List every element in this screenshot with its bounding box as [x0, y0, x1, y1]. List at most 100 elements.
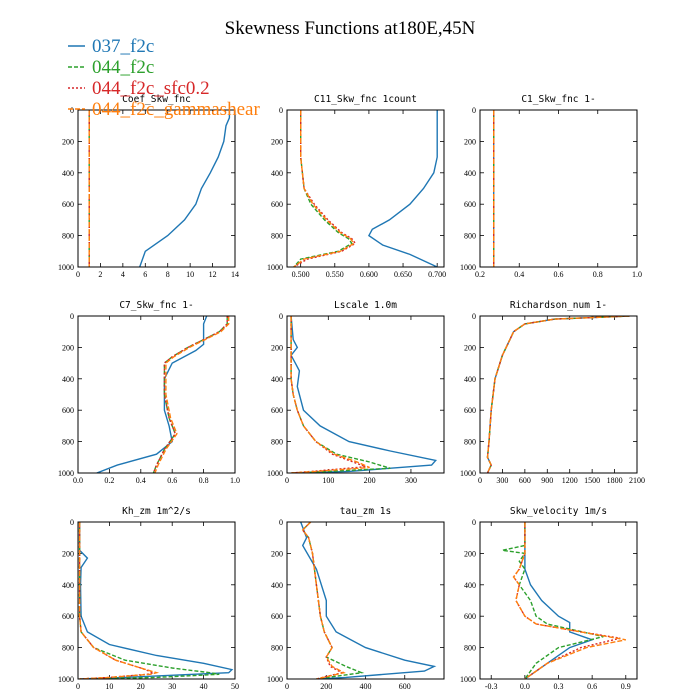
x-tick-label: 1.0 — [632, 270, 642, 279]
series-line-4 — [486, 316, 630, 473]
subplot-5: Lscale 1.0m 0 100 200 300 0 200 400 600 800 1000 — [267, 300, 445, 485]
plot-frame — [479, 521, 638, 680]
x-tick-label: 0.6 — [587, 682, 597, 691]
series-line-4 — [154, 316, 230, 473]
x-tick-label: 1800 — [607, 476, 623, 485]
y-tick-label: 0 — [279, 312, 283, 321]
y-tick-label: 200 — [62, 137, 74, 146]
x-tick-label: 0.2 — [475, 270, 485, 279]
plot-frame — [77, 315, 236, 474]
x-tick-label: 30 — [168, 682, 176, 691]
series-line-4 — [290, 316, 370, 473]
x-tick-label: 0 — [76, 270, 80, 279]
y-tick-label: 600 — [464, 612, 476, 621]
x-tick-label: 2100 — [629, 476, 645, 485]
x-tick-label: 0 — [478, 476, 482, 485]
x-tick-label: 1.0 — [230, 476, 240, 485]
y-tick-label: 200 — [464, 137, 476, 146]
x-tick-label: 0.6 — [554, 270, 564, 279]
y-tick-label: 200 — [271, 343, 283, 352]
subplot-title: Coef_Skw_fnc — [122, 94, 191, 105]
x-tick-label: 600 — [519, 476, 531, 485]
y-tick-label: 400 — [62, 581, 74, 590]
x-tick-label: 0.4 — [136, 476, 146, 485]
y-tick-label: 1000 — [58, 675, 74, 684]
series-line-1 — [367, 110, 438, 267]
y-tick-label: 400 — [62, 169, 74, 178]
x-tick-label: 12 — [209, 270, 217, 279]
subplot-title: tau_zm 1s — [340, 506, 391, 517]
series-line-2 — [502, 522, 604, 679]
y-tick-label: 1000 — [58, 469, 74, 478]
x-tick-label: 0.500 — [292, 270, 310, 279]
x-tick-label: 400 — [360, 682, 372, 691]
series-line-2 — [301, 522, 365, 679]
y-tick-label: 0 — [70, 518, 74, 527]
y-tick-label: 200 — [271, 137, 283, 146]
x-tick-label: 900 — [541, 476, 553, 485]
x-tick-label: 200 — [320, 682, 332, 691]
x-tick-label: 200 — [364, 476, 376, 485]
y-tick-label: 400 — [62, 375, 74, 384]
y-tick-label: 0 — [472, 106, 476, 115]
y-tick-label: 800 — [271, 438, 283, 447]
y-tick-label: 200 — [62, 549, 74, 558]
x-tick-label: 10 — [105, 682, 113, 691]
subplot-title: Richardson_num 1- — [510, 300, 607, 311]
x-tick-label: 1500 — [584, 476, 600, 485]
y-tick-label: 0 — [70, 106, 74, 115]
subplot-8: tau_zm 1s 0 200 400 600 0 200 400 600 800 1000 — [267, 506, 445, 691]
x-tick-label: 20 — [137, 682, 145, 691]
series-line-2 — [293, 110, 353, 267]
y-tick-label: 800 — [62, 438, 74, 447]
y-tick-label: 800 — [464, 438, 476, 447]
plot-frame — [77, 109, 236, 268]
legend-label: 044_f2c_gammashear — [92, 99, 260, 120]
plot-frame — [286, 521, 445, 680]
y-tick-label: 200 — [464, 343, 476, 352]
series-line-3 — [78, 522, 156, 679]
series-line-2 — [486, 316, 630, 473]
x-tick-label: 0 — [285, 682, 289, 691]
x-tick-label: 0.4 — [514, 270, 524, 279]
plot-frame — [286, 315, 445, 474]
y-tick-label: 200 — [464, 549, 476, 558]
x-tick-label: 300 — [405, 476, 417, 485]
series-line-4 — [78, 522, 160, 679]
y-tick-label: 600 — [271, 200, 283, 209]
y-tick-label: 600 — [62, 200, 74, 209]
series-line-1 — [524, 522, 595, 679]
y-tick-label: 0 — [70, 312, 74, 321]
subplot-title: Kh_zm 1m^2/s — [122, 506, 191, 517]
y-tick-label: 0 — [279, 106, 283, 115]
x-tick-label: 8 — [166, 270, 170, 279]
x-tick-label: 0.9 — [621, 682, 631, 691]
x-tick-label: 300 — [496, 476, 508, 485]
series-line-1 — [96, 316, 208, 473]
y-tick-label: 1000 — [267, 675, 283, 684]
x-tick-label: 2 — [98, 270, 102, 279]
series-line-3 — [293, 110, 357, 267]
x-tick-label: 40 — [200, 682, 208, 691]
x-tick-label: 0.700 — [428, 270, 446, 279]
x-tick-label: 0.550 — [326, 270, 344, 279]
y-tick-label: 800 — [464, 232, 476, 241]
series-line-3 — [301, 522, 344, 679]
y-tick-label: 400 — [464, 169, 476, 178]
y-tick-label: 800 — [271, 644, 283, 653]
legend: 037_f2c044_f2c044_f2c_sfc0.2044_f2c_gamm… — [68, 36, 260, 120]
x-tick-label: 0.3 — [554, 682, 564, 691]
y-tick-label: 400 — [271, 375, 283, 384]
x-tick-label: 10 — [186, 270, 194, 279]
subplot-title: Lscale 1.0m — [334, 300, 397, 311]
x-tick-label: 600 — [399, 682, 411, 691]
subplot-4: C7_Skw_fnc 1- 0.0 0.2 0.4 0.6 0.8 1.0 0 200 400 60… — [58, 300, 240, 485]
figure-title: Skewness Functions at180E,45N — [225, 18, 476, 39]
x-tick-label: 0.600 — [360, 270, 378, 279]
x-tick-label: 0.6 — [167, 476, 177, 485]
series-line-1 — [486, 316, 630, 473]
y-tick-label: 800 — [464, 644, 476, 653]
x-tick-label: 0 — [285, 476, 289, 485]
y-tick-label: 0 — [472, 312, 476, 321]
legend-label: 037_f2c — [92, 36, 154, 57]
